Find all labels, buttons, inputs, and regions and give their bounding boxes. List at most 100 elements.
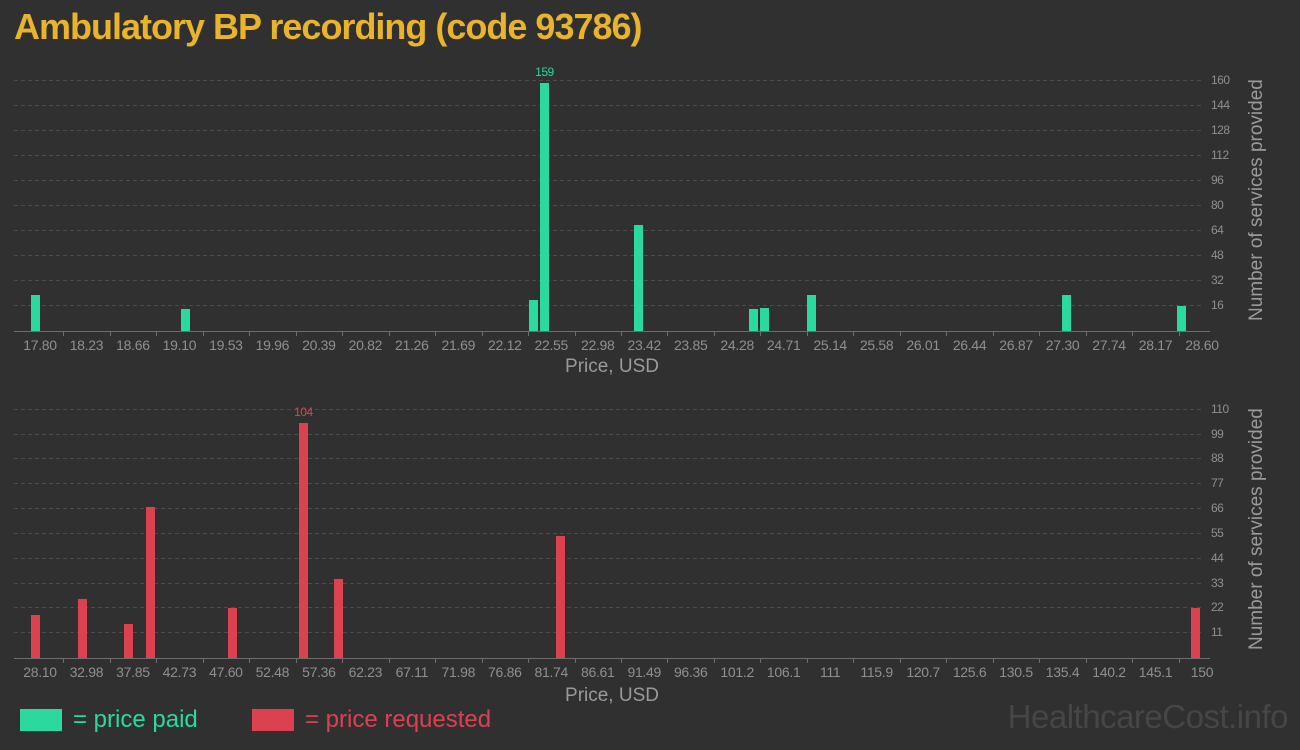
gridline bbox=[14, 532, 1203, 534]
x-tick-mark bbox=[574, 331, 576, 336]
bar-price-paid-25.01[interactable] bbox=[806, 295, 816, 331]
gridline bbox=[14, 280, 1203, 281]
x-tick-mark bbox=[249, 331, 251, 336]
x-tick-mark bbox=[667, 658, 669, 663]
gridline bbox=[14, 582, 1203, 584]
x-tick-label: 18.66 bbox=[116, 337, 150, 353]
legend-swatch-requested bbox=[252, 709, 294, 731]
x-tick-label: 25.58 bbox=[859, 337, 894, 353]
x-tick-label: 120.7 bbox=[906, 664, 940, 680]
x-tick-mark bbox=[760, 331, 762, 336]
x-tick-mark bbox=[806, 331, 808, 336]
watermark: HealthcareCost.info bbox=[1007, 698, 1289, 735]
bar-price-requested-149.8[interactable] bbox=[1191, 608, 1201, 658]
x-tick-label: 111 bbox=[819, 664, 841, 680]
x-tick-mark bbox=[946, 331, 948, 336]
chart-price-paid-x-axis: 17.80 18.23 18.66 19.10 19.53 19.96 20.39 20.82… bbox=[14, 337, 1219, 355]
bar-price-requested-28.1[interactable] bbox=[31, 615, 40, 658]
x-tick-label: 145.1 bbox=[1138, 664, 1173, 680]
bar-price-paid-22.43[interactable] bbox=[529, 299, 539, 331]
gridline bbox=[14, 155, 1203, 156]
x-tick-mark bbox=[435, 658, 437, 663]
x-tick-label: 27.30 bbox=[1045, 337, 1080, 353]
x-tick-label: 135.4 bbox=[1045, 664, 1080, 680]
x-tick-label: 23.42 bbox=[627, 337, 662, 353]
bar-price-requested-48.8[interactable] bbox=[228, 608, 238, 658]
x-tick-label: 20.39 bbox=[302, 337, 336, 353]
x-tick-mark bbox=[109, 658, 111, 663]
x-tick-mark bbox=[574, 658, 576, 663]
gridline bbox=[14, 205, 1203, 206]
x-tick-mark bbox=[435, 331, 437, 336]
bar-price-requested-59.9[interactable] bbox=[334, 579, 344, 658]
bar-price-requested-32.98[interactable] bbox=[77, 599, 87, 658]
x-tick-label: 37.85 bbox=[116, 664, 150, 680]
x-tick-label: 28.17 bbox=[1138, 337, 1173, 353]
x-tick-mark bbox=[295, 658, 297, 663]
chart-price-requested-y-axis-title: Number of services provided bbox=[1246, 408, 1267, 650]
x-tick-label: 101.2 bbox=[720, 664, 754, 680]
x-tick-mark bbox=[713, 331, 715, 336]
x-tick-label: 25.14 bbox=[813, 337, 847, 353]
y-tick-label: 33 bbox=[1211, 575, 1224, 590]
x-tick-mark bbox=[1085, 658, 1087, 663]
x-tick-label: 47.60 bbox=[209, 664, 243, 680]
bar-price-paid-24.58[interactable] bbox=[760, 307, 770, 331]
x-tick-mark bbox=[992, 331, 994, 336]
gridline bbox=[14, 433, 1203, 435]
bar-price-paid-23.4[interactable] bbox=[633, 224, 643, 331]
gridline bbox=[14, 130, 1203, 131]
x-tick-label: 19.53 bbox=[209, 337, 243, 353]
bar-price-paid-17.8[interactable] bbox=[31, 295, 40, 331]
y-tick-label: 11 bbox=[1211, 625, 1223, 640]
x-tick-mark bbox=[1039, 331, 1041, 336]
x-tick-label: 52.48 bbox=[255, 664, 290, 680]
bar-price-paid-22.53[interactable] bbox=[539, 82, 549, 331]
bar-price-requested-37.85[interactable] bbox=[123, 624, 133, 658]
x-tick-mark bbox=[713, 658, 715, 663]
gridline bbox=[14, 483, 1203, 485]
bar-price-requested-40.2[interactable] bbox=[146, 506, 156, 658]
x-tick-mark bbox=[528, 658, 530, 663]
y-tick-label: 77 bbox=[1211, 476, 1224, 491]
bar-price-requested-56.2[interactable] bbox=[298, 423, 308, 658]
gridline bbox=[14, 230, 1203, 231]
y-tick-label: 32 bbox=[1211, 273, 1224, 287]
bar-price-requested-83.2[interactable] bbox=[556, 536, 566, 658]
y-tick-label: 48 bbox=[1211, 248, 1224, 262]
bar-price-paid-28.45[interactable] bbox=[1176, 306, 1186, 331]
x-tick-label: 91.49 bbox=[627, 664, 662, 680]
bar-price-paid-27.38[interactable] bbox=[1061, 295, 1071, 331]
gridline bbox=[14, 305, 1203, 306]
x-tick-label: 24.71 bbox=[766, 337, 801, 353]
x-tick-label: 20.82 bbox=[348, 337, 383, 353]
y-tick-label: 128 bbox=[1211, 123, 1230, 137]
y-tick-label: 80 bbox=[1211, 198, 1224, 212]
x-tick-label: 57.36 bbox=[302, 664, 336, 680]
x-tick-label: 27.74 bbox=[1092, 337, 1126, 353]
x-tick-label: 21.69 bbox=[441, 337, 476, 353]
x-tick-label: 28.60 bbox=[1185, 337, 1219, 353]
x-tick-mark bbox=[621, 331, 622, 336]
x-tick-mark bbox=[899, 331, 901, 336]
x-tick-label: 76.86 bbox=[488, 664, 522, 680]
x-tick-mark bbox=[992, 658, 994, 663]
legend-item-paid: = price paid bbox=[20, 706, 198, 734]
chart-price-requested-x-axis-title: Price, USD bbox=[565, 685, 659, 706]
x-tick-label: 150 bbox=[1190, 664, 1214, 680]
x-tick-mark bbox=[388, 658, 390, 663]
gridline bbox=[14, 408, 1203, 410]
x-tick-mark bbox=[63, 331, 65, 336]
chart-price-paid-x-axis-title: Price, USD bbox=[565, 356, 659, 377]
x-tick-mark bbox=[156, 331, 158, 336]
x-tick-label: 130.5 bbox=[999, 664, 1033, 680]
chart-price-requested-plot: 11 22 33 44 55 66 77 88 99 110 104 bbox=[14, 400, 1229, 663]
x-tick-mark bbox=[1132, 331, 1134, 336]
bar-price-paid-24.47[interactable] bbox=[748, 309, 758, 331]
x-tick-mark bbox=[946, 658, 948, 663]
chart-price-paid-plot: 16 32 48 64 80 96 112 128 144 160 159 bbox=[14, 65, 1230, 336]
x-tick-label: 28.10 bbox=[23, 664, 57, 680]
x-tick-mark bbox=[156, 658, 158, 663]
bar-price-paid-19.19[interactable] bbox=[180, 309, 190, 331]
